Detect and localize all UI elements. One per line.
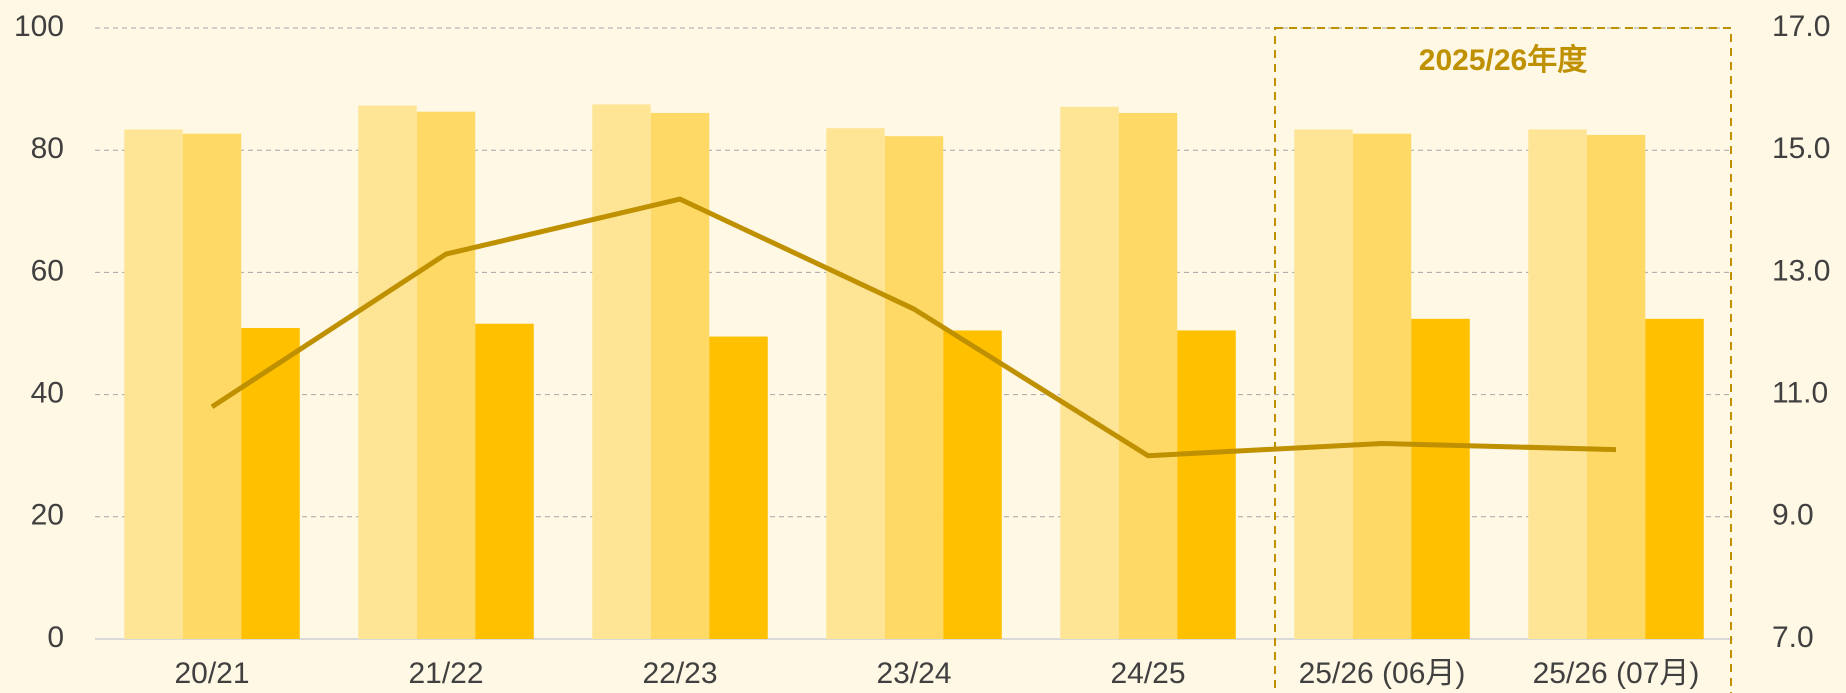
y-tick-label: 60 <box>31 254 64 287</box>
y-tick-label: 20 <box>31 499 64 532</box>
bar <box>884 136 944 639</box>
annotation-text: 2025/26年度 <box>1419 44 1587 77</box>
y-tick-label: 0 <box>47 621 64 654</box>
bar <box>1411 318 1470 639</box>
y2-tick-label: 13.0 <box>1772 254 1830 287</box>
x-tick-label: 23/24 <box>876 657 951 690</box>
line-series <box>210 196 1617 459</box>
bar <box>475 323 534 639</box>
bar <box>826 128 885 640</box>
bar <box>1586 134 1646 640</box>
bar <box>1177 330 1236 639</box>
bar <box>182 133 242 639</box>
annotation-box <box>1274 27 1732 693</box>
bar <box>416 111 476 639</box>
bar <box>1645 318 1704 639</box>
bar <box>1060 106 1119 640</box>
bar <box>1528 129 1587 639</box>
y2-tick-label: 17.0 <box>1772 10 1830 43</box>
y2-tick-label: 7.0 <box>1772 621 1814 654</box>
bar <box>358 105 417 640</box>
bar <box>1352 133 1412 639</box>
y-tick-label: 100 <box>14 10 64 43</box>
bar <box>650 112 710 639</box>
y-tick-label: 80 <box>31 132 64 165</box>
bar <box>124 129 183 639</box>
x-tick-label: 25/26 (07月) <box>1533 657 1700 690</box>
bar <box>709 336 768 639</box>
x-tick-label: 22/23 <box>642 657 717 690</box>
x-tick-label: 20/21 <box>174 657 249 690</box>
bar <box>592 104 651 639</box>
y2-tick-label: 9.0 <box>1772 499 1814 532</box>
x-tick-label: 24/25 <box>1110 657 1185 690</box>
x-tick-label: 25/26 (06月) <box>1299 657 1466 690</box>
bar <box>1294 129 1353 639</box>
y-tick-label: 40 <box>31 377 64 410</box>
bar <box>1118 112 1178 639</box>
x-tick-label: 21/22 <box>408 657 483 690</box>
y2-tick-label: 11.0 <box>1772 377 1828 410</box>
y2-tick-label: 15.0 <box>1772 132 1830 165</box>
bar <box>241 328 300 639</box>
bar <box>943 330 1002 639</box>
